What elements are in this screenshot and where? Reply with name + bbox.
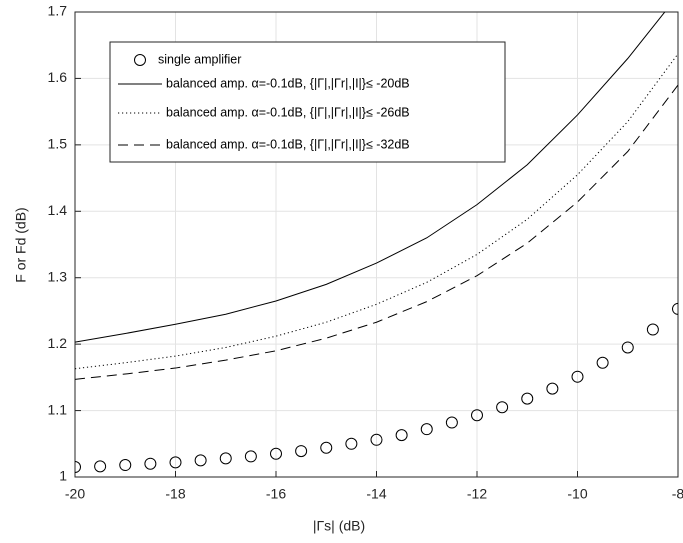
y-tick-label: 1.3 xyxy=(48,268,68,284)
marker xyxy=(646,323,659,336)
marker xyxy=(420,423,433,436)
marker xyxy=(521,392,534,405)
legend-marker xyxy=(134,54,146,66)
y-tick-label: 1.5 xyxy=(48,136,68,152)
legend-box xyxy=(109,41,506,163)
marker xyxy=(596,356,609,369)
marker xyxy=(295,445,308,458)
marker xyxy=(621,341,634,354)
marker xyxy=(194,454,207,467)
y-tick-label: 1 xyxy=(59,468,67,484)
y-tick-label: 1.4 xyxy=(48,202,68,218)
marker xyxy=(471,409,483,422)
line xyxy=(75,84,678,380)
y-axis-label: F or Fd (dB) xyxy=(13,207,29,282)
marker xyxy=(445,416,458,429)
marker xyxy=(244,450,257,463)
legend-label: balanced amp. α=-0.1dB, {|Γ|,|Γr|,|I|}≤ … xyxy=(166,137,410,151)
x-axis-label: |Γs| (dB) xyxy=(313,518,365,534)
marker xyxy=(119,459,132,472)
marker xyxy=(144,457,157,470)
x-tick-label: -12 xyxy=(467,486,487,502)
marker xyxy=(496,401,509,414)
marker xyxy=(94,460,107,473)
marker xyxy=(546,382,559,395)
y-tick-label: 1.7 xyxy=(48,3,68,19)
y-tick-label: 1.6 xyxy=(48,69,68,85)
legend-label: balanced amp. α=-0.1dB, {|Γ|,|Γr|,|I|}≤ … xyxy=(166,76,410,90)
y-tick-label: 1.2 xyxy=(48,335,68,351)
marker xyxy=(75,461,81,474)
legend-label: balanced amp. α=-0.1dB, {|Γ|,|Γr|,|I|}≤ … xyxy=(166,105,410,119)
axes-box xyxy=(74,11,679,478)
x-tick-label: -8 xyxy=(672,486,683,502)
x-tick-label: -18 xyxy=(165,486,185,502)
legend: single amplifier balanced amp. α=-0.1dB, … xyxy=(109,41,506,163)
line xyxy=(75,12,666,343)
plot-series xyxy=(75,12,678,474)
marker xyxy=(370,433,383,446)
x-tick-label: -10 xyxy=(567,486,587,502)
x-tick-label: -20 xyxy=(65,486,85,502)
marker xyxy=(345,437,358,450)
marker xyxy=(672,302,678,315)
legend-label: single amplifier xyxy=(158,52,241,66)
y-tick-label: 1.1 xyxy=(48,401,68,417)
x-tick-label: -14 xyxy=(366,486,386,502)
marker xyxy=(169,456,182,469)
marker xyxy=(320,441,333,454)
marker xyxy=(219,452,232,465)
marker xyxy=(571,370,584,383)
x-tick-label: -16 xyxy=(266,486,286,502)
marker xyxy=(270,447,282,460)
marker xyxy=(395,429,408,442)
